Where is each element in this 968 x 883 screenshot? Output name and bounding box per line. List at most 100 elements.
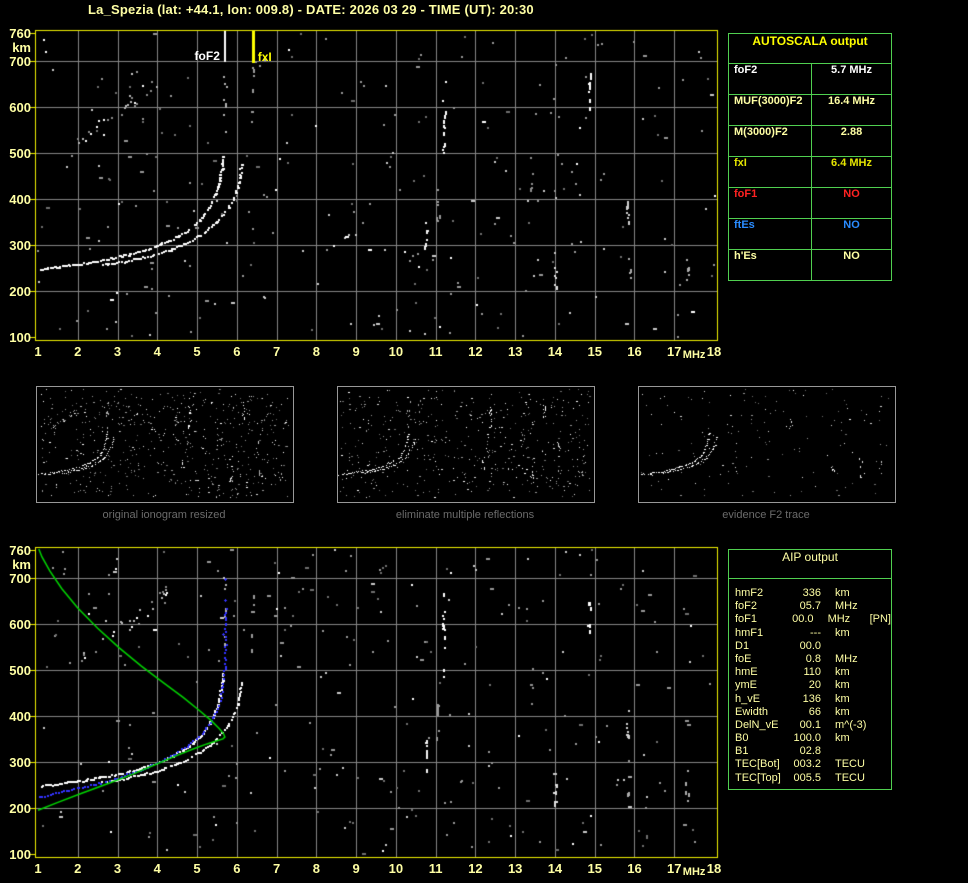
aip-row-ymE: ymE 20 km <box>735 679 891 692</box>
aip-param-value: 00.0 <box>799 639 821 652</box>
x-axis-tick: 13 <box>507 344 523 359</box>
aip-row-B1: B1 02.8 <box>735 745 891 758</box>
x-axis-tick: 16 <box>627 344 642 359</box>
aip-param-unit: km <box>835 626 850 639</box>
x-axis-tick: 12 <box>468 344 483 359</box>
autoscala-param-label: MUF(3000)F2 <box>729 95 812 125</box>
x-axis-tick: 8 <box>312 861 320 876</box>
aip-row-foF2: foF2 05.7 MHz <box>735 600 891 613</box>
autoscala-param-value: NO <box>843 188 860 200</box>
x-axis-tick: 7 <box>272 344 281 359</box>
aip-param-note: [PN] <box>869 613 891 626</box>
autoscala-row-fxI: fxI 6.4 MHz <box>729 157 891 188</box>
autoscala-param-value: NO <box>843 250 860 262</box>
autoscala-param-value: 6.4 MHz <box>831 157 872 169</box>
autoscala-table-body: foF2 5.7 MHz MUF(3000)F2 16.4 MHz M(3000)F2 2… <box>729 64 891 280</box>
thumbnail-caption-eliminate: eliminate multiple reflections <box>395 509 535 521</box>
autoscala-param-label: foF2 <box>729 64 812 94</box>
autoscala-param-label: h'Es <box>729 250 812 280</box>
thumbnail-original-ionogram <box>36 386 294 503</box>
page-title: La_Spezia (lat: +44.1, lon: 009.8) - DAT… <box>88 2 534 17</box>
aip-param-value: 136 <box>802 692 821 705</box>
y-axis-unit: km <box>12 40 31 55</box>
thumbnail-original-canvas <box>37 387 291 500</box>
aip-param-unit: km <box>835 732 850 745</box>
autoscala-row-foF1: foF1 NO <box>729 188 891 219</box>
x-axis-tick: 6 <box>233 861 241 876</box>
x-axis-tick: 11 <box>428 344 443 359</box>
autoscala-table-title: AUTOSCALA output <box>729 34 891 64</box>
aip-param-unit: MHz <box>835 652 858 665</box>
profile-ionogram-plot <box>30 545 722 863</box>
x-axis-tick: 18 <box>706 344 722 359</box>
y-axis-tick: 700 <box>9 570 31 586</box>
x-axis-tick: 18 <box>706 861 722 876</box>
x-axis-tick: 1 <box>34 861 42 876</box>
aip-param-label: hmF2 <box>735 587 764 599</box>
aip-table-body: hmF2 336 km foF2 05.7 MHz foF1 00.0 MHz [PN] hmF1 -… <box>729 579 891 785</box>
x-axis-tick: 16 <box>627 861 642 876</box>
autoscala-param-value: NO <box>843 219 860 231</box>
y-axis-tick: 100 <box>9 847 31 862</box>
x-axis-tick: 8 <box>312 344 320 359</box>
aip-row-hmF1: hmF1 --- km <box>735 627 891 640</box>
aip-param-label: foE <box>735 652 752 665</box>
aip-param-label: TEC[Bot] <box>735 758 780 771</box>
x-axis-tick: 15 <box>587 344 602 359</box>
aip-output-table: AIP output hmF2 336 km foF2 05.7 MHz foF1 00.0 M… <box>728 549 892 790</box>
aip-param-label: ymE <box>735 679 757 692</box>
y-axis-tick: 500 <box>9 145 31 161</box>
y-axis-unit: km <box>12 557 31 572</box>
x-axis-unit: MHz <box>682 866 706 878</box>
x-axis-tick: 3 <box>113 861 122 876</box>
aip-param-label: B0 <box>735 732 749 745</box>
aip-param-value: 100.0 <box>793 732 821 745</box>
autoscala-param-label: ftEs <box>729 219 812 249</box>
autoscala-row-foF2: foF2 5.7 MHz <box>729 64 891 95</box>
y-axis-tick: 300 <box>9 237 31 253</box>
aip-row-hmE: hmE 110 km <box>735 666 891 679</box>
aip-param-label: D1 <box>735 639 750 652</box>
aip-param-value: 66 <box>808 705 821 718</box>
autoscala-param-label: foF1 <box>729 188 812 218</box>
aip-param-unit: MHz <box>835 600 858 613</box>
x-axis-tick: 13 <box>507 861 523 876</box>
aip-row-hmF2: hmF2 336 km <box>735 587 891 600</box>
x-axis-tick: 12 <box>468 861 483 876</box>
x-axis-tick: 15 <box>587 861 602 876</box>
autoscala-row-MUF(3000)F2: MUF(3000)F2 16.4 MHz <box>729 95 891 126</box>
aip-row-D1: D1 00.0 <box>735 640 891 653</box>
thumbnail-caption-original: original ionogram resized <box>102 509 226 521</box>
aip-table-title: AIP output <box>729 550 891 579</box>
thumbnail-eliminate-reflections <box>337 386 595 503</box>
aip-row-foE: foE 0.8 MHz <box>735 653 891 666</box>
aip-param-value: 005.5 <box>793 771 821 784</box>
aip-param-label: DelN_vE <box>735 718 779 731</box>
autoscala-output-table: AUTOSCALA output foF2 5.7 MHz MUF(3000)F2 1… <box>728 33 892 281</box>
x-axis-tick: 14 <box>547 861 563 876</box>
autoscala-param-value: 2.88 <box>840 126 863 138</box>
aip-param-label: foF1 <box>735 613 758 626</box>
thumbnail-caption-evidence: evidence F2 trace <box>722 509 810 521</box>
autoscala-param-value: 5.7 MHz <box>831 64 872 76</box>
x-axis-tick: 10 <box>388 344 404 359</box>
x-axis-tick: 7 <box>272 861 281 876</box>
y-axis-tick: 400 <box>9 708 31 724</box>
x-axis-tick: 4 <box>153 861 161 876</box>
aip-param-unit: TECU <box>835 758 865 771</box>
x-axis-tick: 6 <box>233 344 241 359</box>
aip-param-unit: km <box>835 692 850 705</box>
aip-param-unit: TECU <box>835 771 865 784</box>
x-axis-unit: MHz <box>682 349 706 361</box>
aip-param-value: 0.8 <box>805 652 821 665</box>
aip-param-unit: km <box>835 587 850 599</box>
y-axis-tick: 200 <box>9 283 31 299</box>
x-axis-tick: 17 <box>667 861 682 876</box>
x-axis-tick: 14 <box>547 344 563 359</box>
aip-row-DelN_vE: DelN_vE 00.1 m^(-3) <box>735 719 891 732</box>
x-axis-tick: 5 <box>193 344 201 359</box>
aip-param-unit <box>835 745 881 758</box>
y-axis-tick: 400 <box>9 191 31 207</box>
aip-row-TEC[Bot]: TEC[Bot] 003.2 TECU <box>735 758 891 771</box>
